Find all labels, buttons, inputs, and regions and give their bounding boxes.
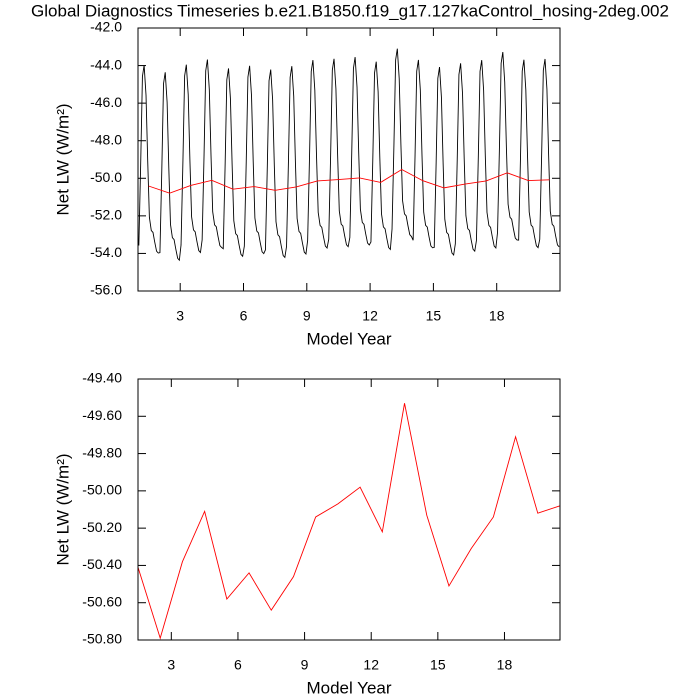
y-tick-label: -56.0 (90, 282, 122, 298)
y-tick-label: -49.60 (82, 407, 122, 423)
x-tick-label: 15 (426, 308, 442, 324)
y-axis-label: Net LW (W/m²) (53, 453, 72, 565)
y-tick-label: -49.80 (82, 444, 122, 460)
x-tick-label: 15 (430, 657, 446, 673)
data-line (148, 168, 550, 194)
data-line (138, 48, 560, 262)
x-axis-label: Model Year (306, 678, 391, 697)
y-axis-label: Net LW (W/m²) (53, 103, 72, 215)
y-tick-label: -44.0 (90, 56, 122, 72)
data-line (137, 403, 561, 640)
x-tick-label: 6 (234, 657, 242, 673)
x-tick-label: 3 (176, 308, 184, 324)
x-tick-label: 12 (362, 308, 378, 324)
x-tick-label: 18 (489, 308, 505, 324)
x-tick-label: 12 (363, 657, 379, 673)
y-tick-label: -46.0 (90, 94, 122, 110)
y-tick-label: -50.60 (82, 593, 122, 609)
y-tick-label: -49.40 (82, 370, 122, 386)
x-tick-label: 9 (301, 657, 309, 673)
chart-title: Global Diagnostics Timeseries b.e21.B185… (31, 1, 669, 20)
plot-frame (137, 27, 561, 292)
x-tick-label: 3 (167, 657, 175, 673)
y-tick-label: -48.0 (90, 131, 122, 147)
y-tick-label: -50.40 (82, 556, 122, 572)
x-tick-label: 9 (303, 308, 311, 324)
y-tick-label: -52.0 (90, 207, 122, 223)
y-tick-label: -50.80 (82, 631, 122, 647)
x-axis-label: Model Year (306, 329, 391, 348)
y-tick-label: -42.0 (90, 19, 122, 35)
plot-frame (137, 378, 561, 641)
x-tick-label: 18 (497, 657, 513, 673)
y-tick-label: -50.0 (90, 169, 122, 185)
y-tick-label: -50.20 (82, 519, 122, 535)
x-tick-label: 6 (240, 308, 248, 324)
y-tick-label: -50.00 (82, 482, 122, 498)
y-tick-label: -54.0 (90, 244, 122, 260)
